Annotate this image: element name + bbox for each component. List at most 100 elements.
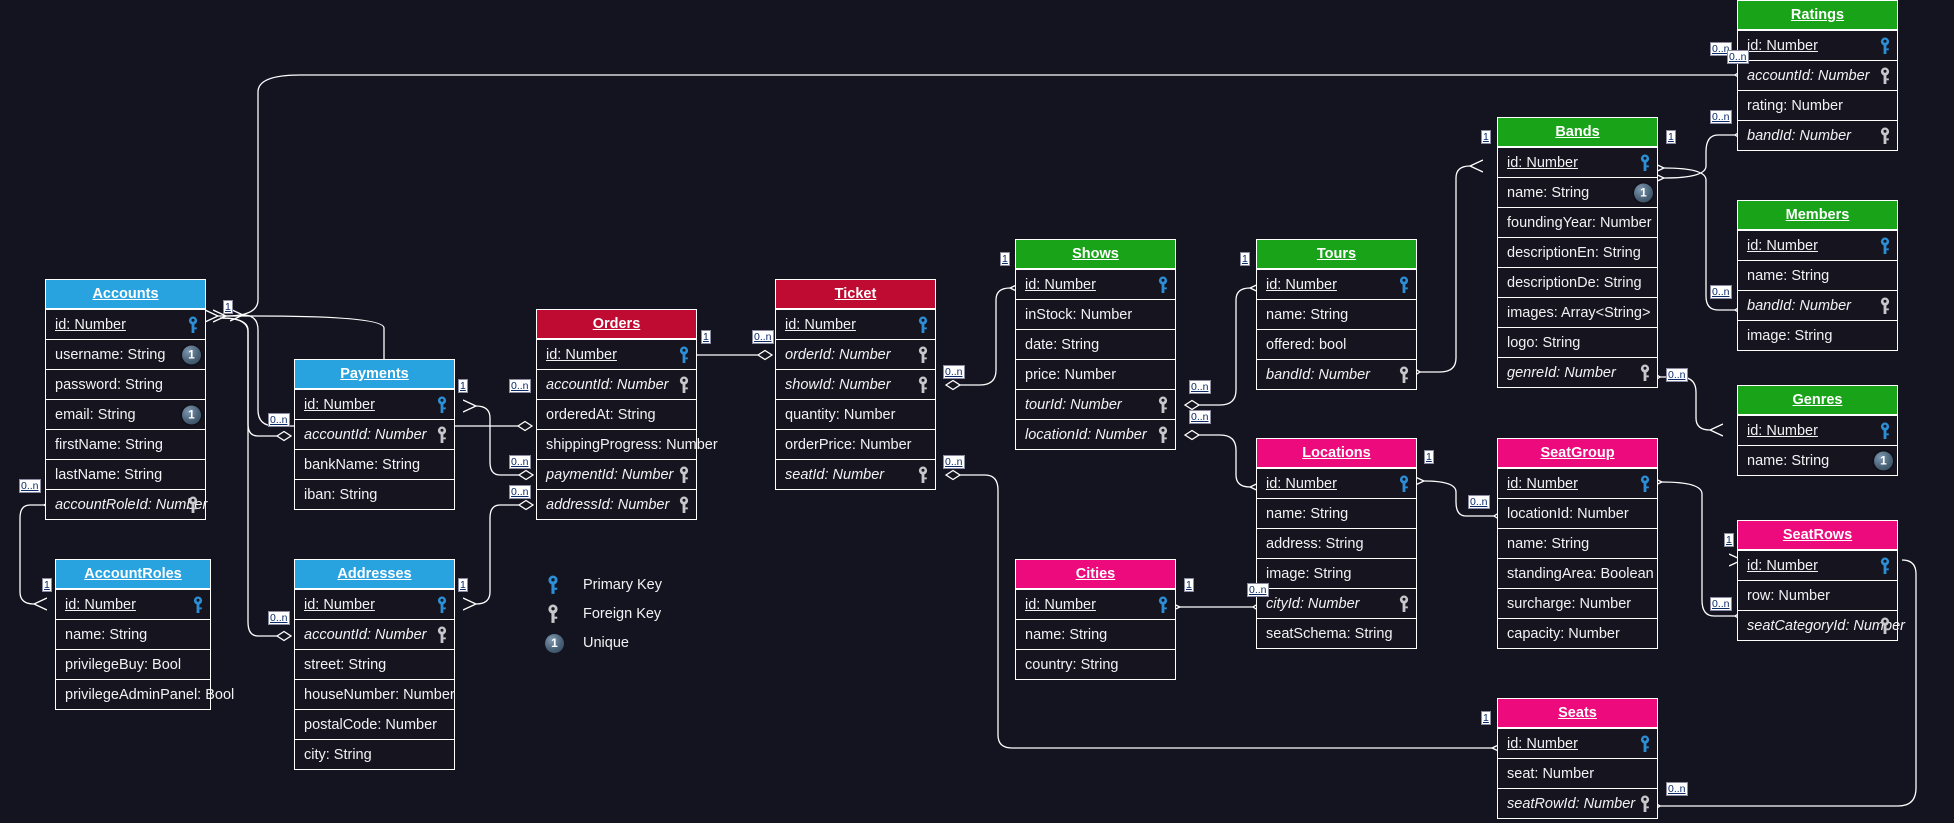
entity-addresses[interactable]: Addresses id: Number accountId: Number stre… <box>294 559 455 770</box>
field-row: lastName: String <box>46 459 205 489</box>
field-row: name: String <box>1257 498 1416 528</box>
field-label: accountId: Number <box>304 627 427 643</box>
field-label: seatId: Number <box>785 467 885 483</box>
field-row: tourId: Number <box>1016 389 1175 419</box>
primary-key-icon <box>677 346 691 364</box>
field-label: descriptionDe: String <box>1507 275 1642 291</box>
field-label: address: String <box>1266 536 1364 552</box>
unique-badge-icon: 1 <box>1874 451 1893 470</box>
entity-title-genres: Genres <box>1738 386 1897 415</box>
field-label: id: Number <box>1507 736 1578 752</box>
primary-key-icon <box>435 396 449 414</box>
field-label: name: String <box>1266 506 1349 522</box>
cardinality-label: 1 <box>1724 533 1734 547</box>
entity-members[interactable]: Members id: Number name: String bandId: Num… <box>1737 200 1898 351</box>
field-label: id: Number <box>1747 558 1818 574</box>
field-row: id: Number <box>1016 589 1175 619</box>
entity-cities[interactable]: Cities id: Number name: String country: Str… <box>1015 559 1176 680</box>
field-row: id: Number <box>1016 269 1175 299</box>
entity-seatrows[interactable]: SeatRows id: Number row: Number seatCategor… <box>1737 520 1905 641</box>
entity-seatgroup[interactable]: SeatGroup id: Number locationId: Number nam… <box>1497 438 1658 649</box>
field-row: id: Number <box>295 389 454 419</box>
field-label: shippingProgress: Number <box>546 437 718 453</box>
cardinality-label: 0..n <box>1247 583 1269 597</box>
entity-title-cities: Cities <box>1016 560 1175 589</box>
field-label: locationId: Number <box>1507 506 1629 522</box>
field-label: offered: bool <box>1266 337 1347 353</box>
field-label: id: Number <box>546 347 617 363</box>
foreign-key-icon <box>1156 426 1170 444</box>
field-row: city: String <box>295 739 454 769</box>
field-row: bandId: Number <box>1738 290 1897 320</box>
cardinality-label: 0..n <box>1666 368 1688 382</box>
entity-title-seatrows: SeatRows <box>1738 521 1897 550</box>
cardinality-label: 0..n <box>1710 285 1732 299</box>
field-row: privilegeBuy: Bool <box>56 649 210 679</box>
cardinality-label: 0..n <box>509 485 531 499</box>
entity-accounts[interactable]: Accounts id: Number username: String 1 passw… <box>45 279 208 520</box>
field-label: username: String <box>55 347 166 363</box>
foreign-key-icon <box>1878 617 1892 635</box>
entity-ticket[interactable]: Ticket id: Number orderId: Number showId: N… <box>775 279 936 490</box>
entity-title-seatgroup: SeatGroup <box>1498 439 1657 468</box>
cardinality-label: 0..n <box>752 330 774 344</box>
primary-key-icon <box>1878 237 1892 255</box>
primary-key-icon <box>1397 475 1411 493</box>
foreign-key-icon <box>677 376 691 394</box>
primary-key-icon <box>1638 154 1652 172</box>
entity-genres[interactable]: Genres id: Number name: String 1 <box>1737 385 1898 476</box>
entity-title-orders: Orders <box>537 310 696 339</box>
field-row: firstName: String <box>46 429 205 459</box>
entity-locations[interactable]: Locations id: Number name: String address: … <box>1256 438 1417 649</box>
entity-title-bands: Bands <box>1498 118 1657 147</box>
entity-seats[interactable]: Seats id: Number seat: Number seatRowId: Nu… <box>1497 698 1658 819</box>
field-label: quantity: Number <box>785 407 896 423</box>
field-row: accountId: Number <box>295 619 454 649</box>
entity-accountroles[interactable]: AccountRoles id: Number name: String privil… <box>55 559 234 710</box>
entity-title-addresses: Addresses <box>295 560 454 589</box>
field-row: name: String <box>1738 260 1897 290</box>
field-row: houseNumber: Number <box>295 679 455 709</box>
field-row: cityId: Number <box>1257 588 1416 618</box>
field-row: images: Array<String> <box>1498 297 1657 327</box>
field-label: price: Number <box>1025 367 1117 383</box>
field-row: seatId: Number <box>776 459 935 489</box>
cardinality-label: 1 <box>1666 130 1676 144</box>
entity-title-tours: Tours <box>1257 240 1416 269</box>
entity-payments[interactable]: Payments id: Number accountId: Number bankN… <box>294 359 455 510</box>
field-label: row: Number <box>1747 588 1830 604</box>
field-label: accountRoleId: Number <box>55 497 208 513</box>
primary-key-icon <box>916 316 930 334</box>
foreign-key-icon <box>1878 297 1892 315</box>
field-label: houseNumber: Number <box>304 687 455 703</box>
field-label: image: String <box>1266 566 1352 582</box>
field-label: firstName: String <box>55 437 163 453</box>
legend-label-unique: Unique <box>583 635 629 651</box>
field-label: foundingYear: Number <box>1507 215 1652 231</box>
field-row: addressId: Number <box>537 489 696 519</box>
field-label: privilegeAdminPanel: Bool <box>65 687 235 703</box>
field-row: logo: String <box>1498 327 1657 357</box>
entity-shows[interactable]: Shows id: Number inStock: Number date: Stri… <box>1015 239 1176 450</box>
entity-ratings[interactable]: Ratings id: Number accountId: Number rating… <box>1737 0 1898 151</box>
cardinality-label: 0..n <box>1727 50 1749 64</box>
field-row: orderPrice: Number <box>776 429 935 459</box>
field-row: price: Number <box>1016 359 1175 389</box>
field-label: name: String <box>1266 307 1349 323</box>
entity-tours[interactable]: Tours id: Number name: String offered: bool… <box>1256 239 1417 390</box>
entity-orders[interactable]: Orders id: Number accountId: Number ordered… <box>536 309 718 520</box>
cardinality-label: 0..n <box>1710 42 1732 56</box>
cardinality-label: 0..n <box>1710 110 1732 124</box>
unique-badge-icon: 1 <box>182 405 201 424</box>
field-label: email: String <box>55 407 136 423</box>
field-row: quantity: Number <box>776 399 935 429</box>
cardinality-label: 0..n <box>268 611 290 625</box>
foreign-key-icon <box>1878 67 1892 85</box>
field-label: orderedAt: String <box>546 407 656 423</box>
entity-bands[interactable]: Bands id: Number name: String 1 foundingYear… <box>1497 117 1658 388</box>
field-row: accountId: Number <box>295 419 454 449</box>
entity-title-seats: Seats <box>1498 699 1657 728</box>
unique-badge-icon: 1 <box>545 634 564 653</box>
field-label: id: Number <box>1747 423 1818 439</box>
